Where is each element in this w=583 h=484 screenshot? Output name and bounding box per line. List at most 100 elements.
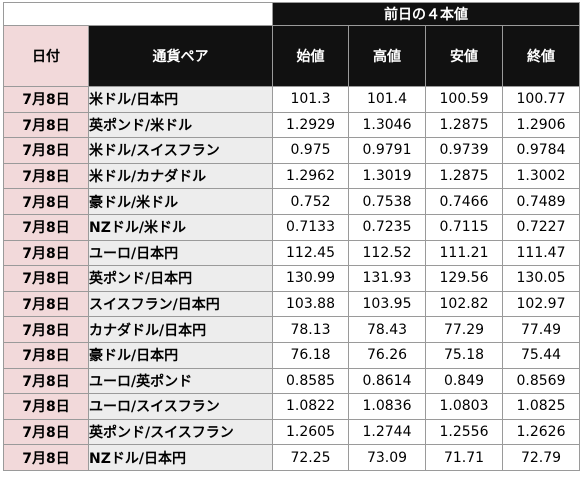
cell-low: 77.29 bbox=[425, 316, 503, 343]
cell-currency-pair: スイスフラン/日本円 bbox=[88, 290, 273, 318]
cell-high: 1.0836 bbox=[348, 393, 426, 420]
cell-currency-pair: 英ポンド/スイスフラン bbox=[88, 418, 273, 446]
cell-high: 131.93 bbox=[348, 265, 426, 292]
cell-currency-pair: 米ドル/カナダドル bbox=[88, 162, 273, 190]
cell-currency-pair: ユーロ/日本円 bbox=[88, 239, 273, 267]
table-row: 7月8日 米ドル/スイスフラン 0.975 0.9791 0.9739 0.9784 bbox=[3, 137, 580, 164]
cell-open: 130.99 bbox=[272, 265, 349, 292]
column-header-date: 日付 bbox=[3, 25, 89, 87]
table-row: 7月8日 NZドル/日本円 72.25 73.09 71.71 72.79 bbox=[3, 444, 580, 471]
table-row: 7月8日 カナダドル/日本円 78.13 78.43 77.29 77.49 bbox=[3, 316, 580, 343]
table-row: 7月8日 米ドル/日本円 101.3 101.4 100.59 100.77 bbox=[3, 86, 580, 113]
cell-close: 1.3002 bbox=[502, 162, 580, 190]
cell-date: 7月8日 bbox=[3, 418, 89, 446]
table-row: 7月8日 ユーロ/日本円 112.45 112.52 111.21 111.47 bbox=[3, 239, 580, 267]
cell-currency-pair: カナダドル/日本円 bbox=[88, 316, 273, 343]
cell-high: 0.9791 bbox=[348, 137, 426, 164]
cell-currency-pair: 英ポンド/日本円 bbox=[88, 265, 273, 292]
cell-high: 1.3019 bbox=[348, 162, 426, 190]
cell-low: 71.71 bbox=[425, 444, 503, 471]
table-row: 7月8日 米ドル/カナダドル 1.2962 1.3019 1.2875 1.3002 bbox=[3, 162, 580, 190]
table-body: 7月8日 米ドル/日本円 101.3 101.4 100.59 100.77 7月8日 英ポン… bbox=[3, 86, 580, 471]
cell-high: 0.8614 bbox=[348, 367, 426, 395]
cell-date: 7月8日 bbox=[3, 265, 89, 292]
cell-low: 1.2875 bbox=[425, 111, 503, 139]
cell-date: 7月8日 bbox=[3, 137, 89, 164]
cell-low: 0.9739 bbox=[425, 137, 503, 164]
header-blank-area bbox=[3, 2, 273, 26]
cell-open: 1.2962 bbox=[272, 162, 349, 190]
cell-high: 1.3046 bbox=[348, 111, 426, 139]
table-row: 7月8日 ユーロ/英ポンド 0.8585 0.8614 0.849 0.8569 bbox=[3, 367, 580, 395]
cell-currency-pair: ユーロ/英ポンド bbox=[88, 367, 273, 395]
cell-low: 1.2556 bbox=[425, 418, 503, 446]
cell-high: 76.26 bbox=[348, 341, 426, 369]
cell-date: 7月8日 bbox=[3, 213, 89, 241]
column-header-low: 安値 bbox=[425, 25, 503, 87]
cell-low: 102.82 bbox=[425, 290, 503, 318]
cell-open: 0.7133 bbox=[272, 213, 349, 241]
cell-open: 78.13 bbox=[272, 316, 349, 343]
cell-open: 101.3 bbox=[272, 86, 349, 113]
table-row: 7月8日 英ポンド/米ドル 1.2929 1.3046 1.2875 1.2906 bbox=[3, 111, 580, 139]
cell-open: 112.45 bbox=[272, 239, 349, 267]
cell-open: 1.2605 bbox=[272, 418, 349, 446]
cell-close: 1.2626 bbox=[502, 418, 580, 446]
cell-open: 0.975 bbox=[272, 137, 349, 164]
cell-date: 7月8日 bbox=[3, 393, 89, 420]
cell-currency-pair: 英ポンド/米ドル bbox=[88, 111, 273, 139]
cell-date: 7月8日 bbox=[3, 444, 89, 471]
cell-close: 1.2906 bbox=[502, 111, 580, 139]
column-header-open: 始値 bbox=[272, 25, 349, 87]
cell-date: 7月8日 bbox=[3, 162, 89, 190]
cell-close: 77.49 bbox=[502, 316, 580, 343]
cell-close: 102.97 bbox=[502, 290, 580, 318]
cell-date: 7月8日 bbox=[3, 316, 89, 343]
cell-currency-pair: 米ドル/スイスフラン bbox=[88, 137, 273, 164]
cell-close: 0.7227 bbox=[502, 213, 580, 241]
cell-close: 0.7489 bbox=[502, 188, 580, 215]
table-row: 7月8日 NZドル/米ドル 0.7133 0.7235 0.7115 0.7227 bbox=[3, 213, 580, 241]
cell-currency-pair: 豪ドル/日本円 bbox=[88, 341, 273, 369]
cell-open: 1.2929 bbox=[272, 111, 349, 139]
cell-open: 72.25 bbox=[272, 444, 349, 471]
table-row: 7月8日 豪ドル/米ドル 0.752 0.7538 0.7466 0.7489 bbox=[3, 188, 580, 215]
cell-low: 0.849 bbox=[425, 367, 503, 395]
cell-high: 0.7235 bbox=[348, 213, 426, 241]
table-row: 7月8日 英ポンド/日本円 130.99 131.93 129.56 130.05 bbox=[3, 265, 580, 292]
table-row: 7月8日 スイスフラン/日本円 103.88 103.95 102.82 102.97 bbox=[3, 290, 580, 318]
cell-high: 78.43 bbox=[348, 316, 426, 343]
cell-currency-pair: NZドル/米ドル bbox=[88, 213, 273, 241]
cell-high: 112.52 bbox=[348, 239, 426, 267]
cell-date: 7月8日 bbox=[3, 111, 89, 139]
cell-close: 111.47 bbox=[502, 239, 580, 267]
cell-date: 7月8日 bbox=[3, 239, 89, 267]
cell-open: 103.88 bbox=[272, 290, 349, 318]
cell-date: 7月8日 bbox=[3, 367, 89, 395]
cell-close: 0.8569 bbox=[502, 367, 580, 395]
cell-low: 100.59 bbox=[425, 86, 503, 113]
fx-four-prices-table: 前日の４本値 日付 通貨ペア 始値 高値 安値 終値 7月8日 米ドル/日本円 10… bbox=[3, 2, 580, 471]
cell-low: 1.2875 bbox=[425, 162, 503, 190]
cell-date: 7月8日 bbox=[3, 86, 89, 113]
cell-close: 72.79 bbox=[502, 444, 580, 471]
column-header-close: 終値 bbox=[502, 25, 580, 87]
cell-currency-pair: 豪ドル/米ドル bbox=[88, 188, 273, 215]
cell-date: 7月8日 bbox=[3, 188, 89, 215]
cell-low: 0.7115 bbox=[425, 213, 503, 241]
column-header-high: 高値 bbox=[348, 25, 426, 87]
cell-open: 76.18 bbox=[272, 341, 349, 369]
cell-low: 1.0803 bbox=[425, 393, 503, 420]
cell-low: 111.21 bbox=[425, 239, 503, 267]
cell-high: 103.95 bbox=[348, 290, 426, 318]
cell-date: 7月8日 bbox=[3, 290, 89, 318]
cell-high: 73.09 bbox=[348, 444, 426, 471]
cell-low: 129.56 bbox=[425, 265, 503, 292]
cell-high: 101.4 bbox=[348, 86, 426, 113]
cell-close: 100.77 bbox=[502, 86, 580, 113]
cell-close: 130.05 bbox=[502, 265, 580, 292]
table-row: 7月8日 ユーロ/スイスフラン 1.0822 1.0836 1.0803 1.0825 bbox=[3, 393, 580, 420]
cell-close: 1.0825 bbox=[502, 393, 580, 420]
cell-open: 0.752 bbox=[272, 188, 349, 215]
